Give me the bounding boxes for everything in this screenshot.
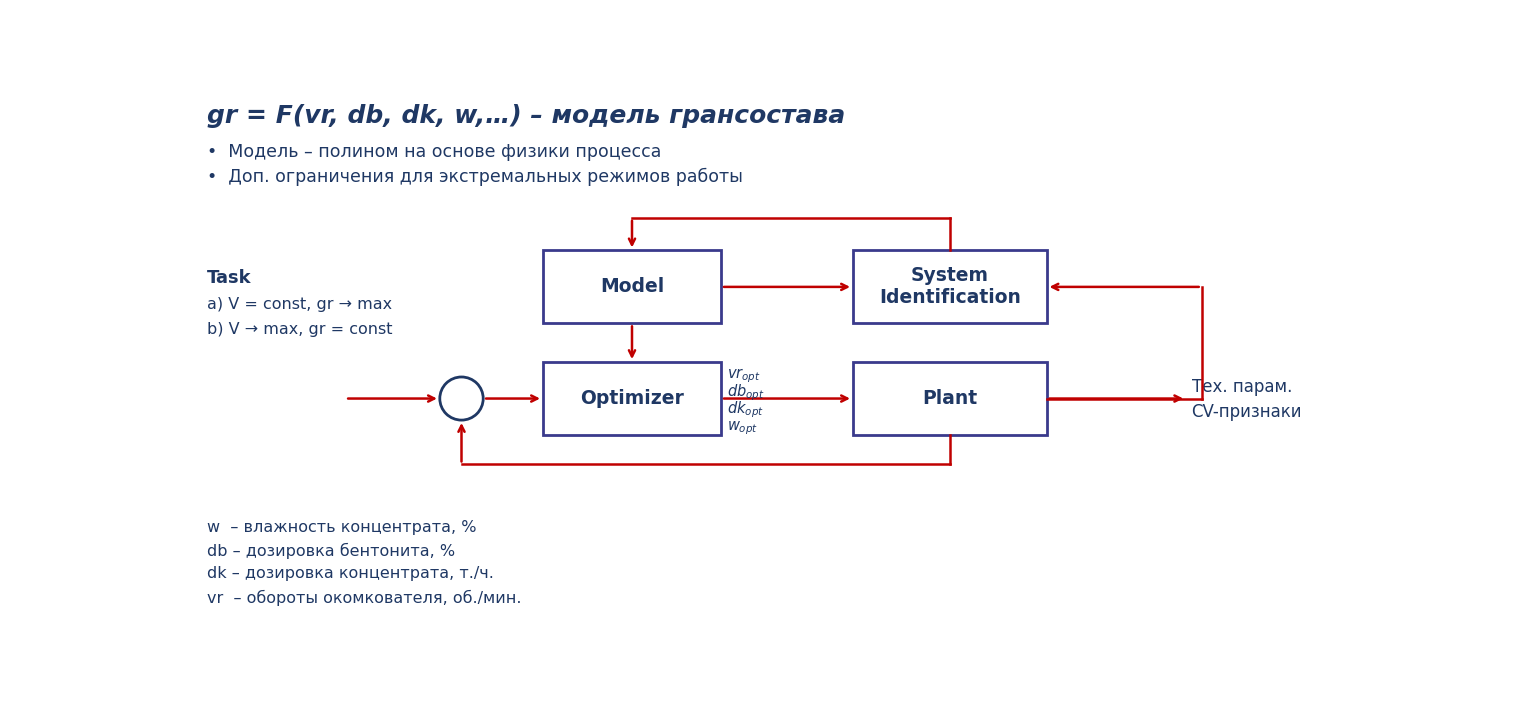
Text: System
Identification: System Identification [878, 266, 1021, 307]
Text: •  Доп. ограничения для экстремальных режимов работы: • Доп. ограничения для экстремальных реж… [207, 168, 743, 185]
Text: CV-признаки: CV-признаки [1192, 403, 1301, 422]
FancyBboxPatch shape [852, 251, 1047, 324]
Text: Task: Task [207, 269, 253, 287]
Circle shape [440, 377, 482, 420]
Text: a) V = const, gr → max: a) V = const, gr → max [207, 297, 393, 312]
Text: Тех. парам.: Тех. парам. [1192, 378, 1292, 396]
Text: b) V → max, gr = const: b) V → max, gr = const [207, 321, 393, 337]
Text: •  Модель – полином на основе физики процесса: • Модель – полином на основе физики проц… [207, 143, 662, 161]
Text: $dk_{opt}$: $dk_{opt}$ [728, 399, 764, 420]
Text: db – дозировка бентонита, %: db – дозировка бентонита, % [207, 543, 455, 559]
Text: $db_{opt}$: $db_{opt}$ [728, 382, 766, 402]
Text: Optimizer: Optimizer [580, 389, 683, 408]
Text: w  – влажность концентрата, %: w – влажность концентрата, % [207, 521, 476, 535]
Text: $w_{opt}$: $w_{opt}$ [728, 419, 758, 437]
FancyBboxPatch shape [852, 362, 1047, 435]
FancyBboxPatch shape [543, 362, 721, 435]
Text: Plant: Plant [922, 389, 977, 408]
Text: $vr_{opt}$: $vr_{opt}$ [728, 366, 761, 384]
FancyBboxPatch shape [543, 251, 721, 324]
Text: Model: Model [600, 277, 664, 296]
Text: dk – дозировка концентрата, т./ч.: dk – дозировка концентрата, т./ч. [207, 566, 495, 581]
Text: gr = F(vr, db, dk, w,…) – модель грансостава: gr = F(vr, db, dk, w,…) – модель грансос… [207, 105, 846, 128]
Text: vr  – обороты окомкователя, об./мин.: vr – обороты окомкователя, об./мин. [207, 589, 522, 606]
